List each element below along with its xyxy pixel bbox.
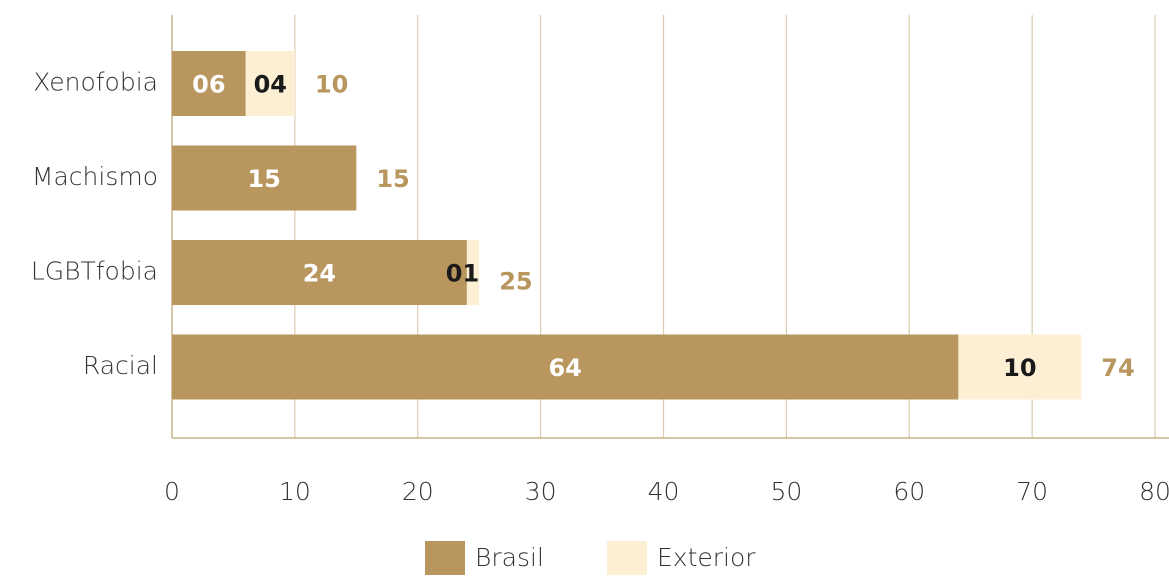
y-tick-label: Racial (83, 351, 158, 380)
y-tick-label: Machismo (32, 162, 158, 191)
x-tick-label: 10 (279, 477, 311, 506)
value-label: 10 (1003, 354, 1036, 382)
x-tick-label: 80 (1139, 477, 1169, 506)
value-label: 64 (548, 354, 581, 382)
x-tick-label: 30 (525, 477, 557, 506)
value-label: 06 (192, 71, 225, 99)
x-tick-label: 70 (1016, 477, 1048, 506)
x-tick-label: 60 (893, 477, 925, 506)
bar-segment (466, 240, 480, 305)
y-tick-label: LGBTfobia (31, 257, 158, 286)
bar-segment (172, 51, 246, 116)
legend-swatch (425, 541, 465, 575)
legend-swatch (607, 541, 647, 575)
value-label: 04 (254, 71, 287, 99)
total-label: 74 (1101, 354, 1134, 382)
x-tick-label: 20 (402, 477, 434, 506)
x-tick-label: 50 (770, 477, 802, 506)
bar-segment (172, 145, 357, 211)
bar-segment (172, 334, 959, 400)
bar-segment (172, 240, 467, 305)
y-tick-label: Xenofobia (33, 68, 158, 97)
total-label: 10 (315, 71, 348, 99)
x-tick-label: 0 (164, 477, 180, 506)
value-label: 15 (247, 165, 280, 193)
legend-label: Exterior (657, 543, 756, 572)
x-tick-label: 40 (648, 477, 680, 506)
value-label: 24 (303, 260, 336, 288)
bar-segment (958, 334, 1082, 400)
total-label: 15 (376, 165, 409, 193)
value-label: 01 (446, 260, 479, 288)
legend-label: Brasil (475, 543, 544, 572)
total-label: 25 (499, 268, 532, 296)
bar-segment (245, 51, 295, 116)
